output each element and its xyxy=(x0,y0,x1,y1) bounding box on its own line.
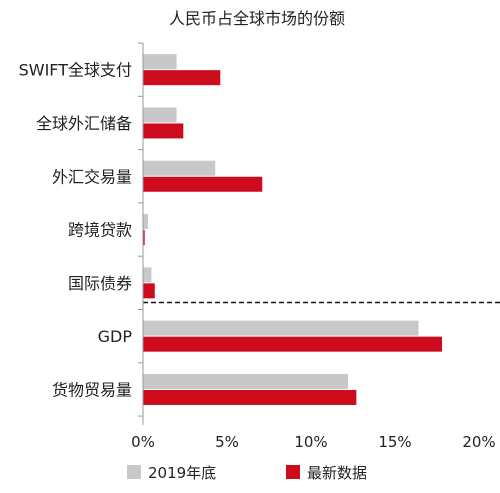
legend-label-latest: 最新数据 xyxy=(307,464,367,482)
bar-2019 xyxy=(143,320,419,336)
legend: 2019年底 最新数据 xyxy=(127,464,367,482)
bar-2019 xyxy=(143,54,177,70)
legend-swatch-latest xyxy=(286,465,300,479)
x-tick-label: 10% xyxy=(294,433,327,451)
legend-swatch-2019 xyxy=(127,465,141,479)
bar-latest xyxy=(143,70,221,86)
category-label: 国际债券 xyxy=(68,274,132,293)
category-label: SWIFT全球支付 xyxy=(19,61,132,80)
category-label: 货物贸易量 xyxy=(52,380,132,399)
x-tick-label: 20% xyxy=(462,433,495,451)
bar-latest xyxy=(143,123,184,139)
category-label: 跨境贷款 xyxy=(68,221,132,240)
bar-latest xyxy=(143,176,263,192)
bar-latest xyxy=(143,389,357,405)
category-label: 外汇交易量 xyxy=(52,167,132,186)
x-tick-label: 5% xyxy=(215,433,239,451)
category-label: GDP xyxy=(98,327,133,346)
x-tick-label: 0% xyxy=(131,433,155,451)
bar-2019 xyxy=(143,214,149,230)
category-label: 全球外汇储备 xyxy=(36,114,132,133)
chart-title: 人民币占全球市场的份额 xyxy=(169,9,345,28)
bar-2019 xyxy=(143,160,216,176)
bar-2019 xyxy=(143,373,348,389)
legend-label-2019: 2019年底 xyxy=(148,464,216,482)
bar-2019 xyxy=(143,107,177,123)
bar-latest xyxy=(143,283,155,299)
bar-latest xyxy=(143,230,145,246)
x-tick-label: 15% xyxy=(378,433,411,451)
bar-2019 xyxy=(143,267,152,283)
bar-latest xyxy=(143,336,443,352)
